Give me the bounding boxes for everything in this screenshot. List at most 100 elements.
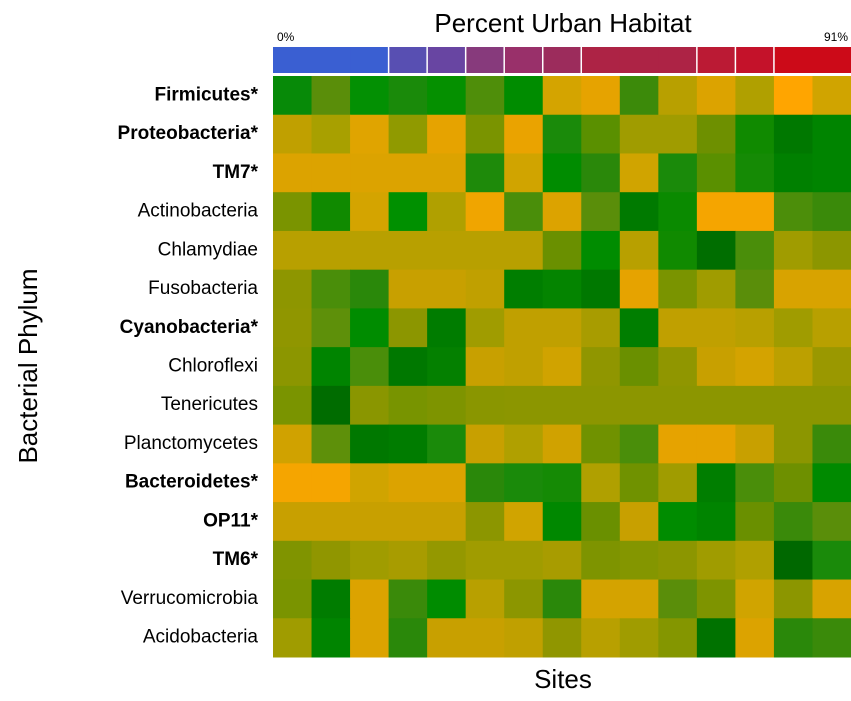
heatmap-cell xyxy=(581,502,621,542)
heatmap-cell xyxy=(658,114,698,154)
heatmap-cell xyxy=(696,385,736,426)
heatmap-cell xyxy=(812,540,851,581)
heatmap-cell xyxy=(658,153,698,193)
heatmap-cell xyxy=(542,76,582,116)
heatmap-cell xyxy=(504,269,544,309)
heatmap-cell xyxy=(311,308,351,348)
heatmap-cell xyxy=(619,385,659,426)
heatmap-cell xyxy=(311,579,351,619)
heatmap-cell xyxy=(735,308,775,348)
heatmap-cell xyxy=(735,114,775,154)
heatmap-cell xyxy=(504,308,544,348)
heatmap-cell xyxy=(465,114,505,154)
heatmap-cell xyxy=(696,463,736,503)
heatmap-cell xyxy=(812,463,851,503)
urban-bar-segment xyxy=(273,47,313,73)
heatmap-cell xyxy=(619,192,659,232)
heatmap-cell xyxy=(542,347,582,387)
heatmap-cell xyxy=(427,540,467,581)
heatmap-cell xyxy=(427,308,467,348)
heatmap-cell xyxy=(427,618,467,658)
heatmap-cell xyxy=(735,618,775,658)
heatmap-cell xyxy=(735,347,775,387)
urban-bar-segment xyxy=(581,47,621,73)
heatmap-cell xyxy=(542,618,582,658)
heatmap-cell xyxy=(542,230,582,271)
heatmap-cell xyxy=(773,385,813,426)
heatmap-cell xyxy=(773,579,813,619)
urban-bar-segment xyxy=(350,47,390,73)
heatmap-cell xyxy=(773,153,813,193)
heatmap-cell xyxy=(388,347,428,387)
heatmap-cell xyxy=(696,347,736,387)
heatmap-cell xyxy=(388,230,428,271)
heatmap-cell xyxy=(465,269,505,309)
row-label: Bacteroidetes* xyxy=(125,472,259,493)
heatmap-cell xyxy=(388,463,428,503)
heatmap-cell xyxy=(504,230,544,271)
heatmap-cell xyxy=(658,424,698,464)
heatmap-cell xyxy=(388,76,428,116)
heatmap-cell xyxy=(311,463,351,503)
heatmap-cell xyxy=(542,308,582,348)
heatmap-cell xyxy=(465,308,505,348)
heatmap-cell xyxy=(696,424,736,464)
heatmap-cell xyxy=(350,153,390,193)
heatmap-cell xyxy=(773,347,813,387)
heatmap-cell xyxy=(619,347,659,387)
heatmap-cell xyxy=(273,269,313,309)
heatmap-cell xyxy=(311,153,351,193)
heatmap-cell xyxy=(696,153,736,193)
heatmap-cell xyxy=(581,76,621,116)
heatmap-cell xyxy=(504,153,544,193)
heatmap-cell xyxy=(542,424,582,464)
heatmap-cell xyxy=(542,192,582,232)
heatmap-cell xyxy=(542,463,582,503)
heatmap-cell xyxy=(504,618,544,658)
heatmap-cell xyxy=(388,618,428,658)
heatmap-cell xyxy=(773,618,813,658)
heatmap-cell xyxy=(619,463,659,503)
heatmap-cell xyxy=(658,76,698,116)
heatmap-cell xyxy=(581,308,621,348)
heatmap-cell xyxy=(350,76,390,116)
heatmap-cell xyxy=(465,463,505,503)
heatmap-cell xyxy=(581,114,621,154)
heatmap-cell xyxy=(658,192,698,232)
heatmap-cell xyxy=(273,347,313,387)
heatmap-cell xyxy=(619,424,659,464)
chart-title: Percent Urban Habitat xyxy=(434,8,692,38)
heatmap-cell xyxy=(388,192,428,232)
heatmap-cell xyxy=(812,269,851,309)
heatmap-cell xyxy=(311,114,351,154)
color-bar-max: 91% xyxy=(824,30,848,44)
heatmap-cell xyxy=(812,579,851,619)
row-label: OP11* xyxy=(203,510,259,531)
heatmap-cell xyxy=(696,114,736,154)
row-label: Chlamydiae xyxy=(158,239,258,260)
heatmap-cell xyxy=(350,269,390,309)
heatmap-cell xyxy=(812,192,851,232)
heatmap-cell xyxy=(812,424,851,464)
x-axis-label: Sites xyxy=(534,664,592,694)
heatmap-cell xyxy=(735,540,775,581)
heatmap-cell xyxy=(504,579,544,619)
heatmap-cell xyxy=(388,114,428,154)
row-label: TM6* xyxy=(213,549,259,570)
heatmap-cell xyxy=(465,153,505,193)
urban-bar-segment xyxy=(696,47,736,73)
row-label: Proteobacteria* xyxy=(118,123,259,144)
heatmap-cell xyxy=(273,308,313,348)
heatmap-cell xyxy=(619,540,659,581)
heatmap-cell xyxy=(350,463,390,503)
heatmap-cell xyxy=(311,192,351,232)
heatmap-cell xyxy=(735,424,775,464)
row-label: Planctomycetes xyxy=(124,433,258,454)
urban-bar-segment xyxy=(504,47,544,73)
heatmap-cell xyxy=(388,579,428,619)
heatmap-cell xyxy=(273,153,313,193)
heatmap-cell xyxy=(273,385,313,426)
heatmap-cell xyxy=(619,76,659,116)
heatmap-cell xyxy=(581,192,621,232)
